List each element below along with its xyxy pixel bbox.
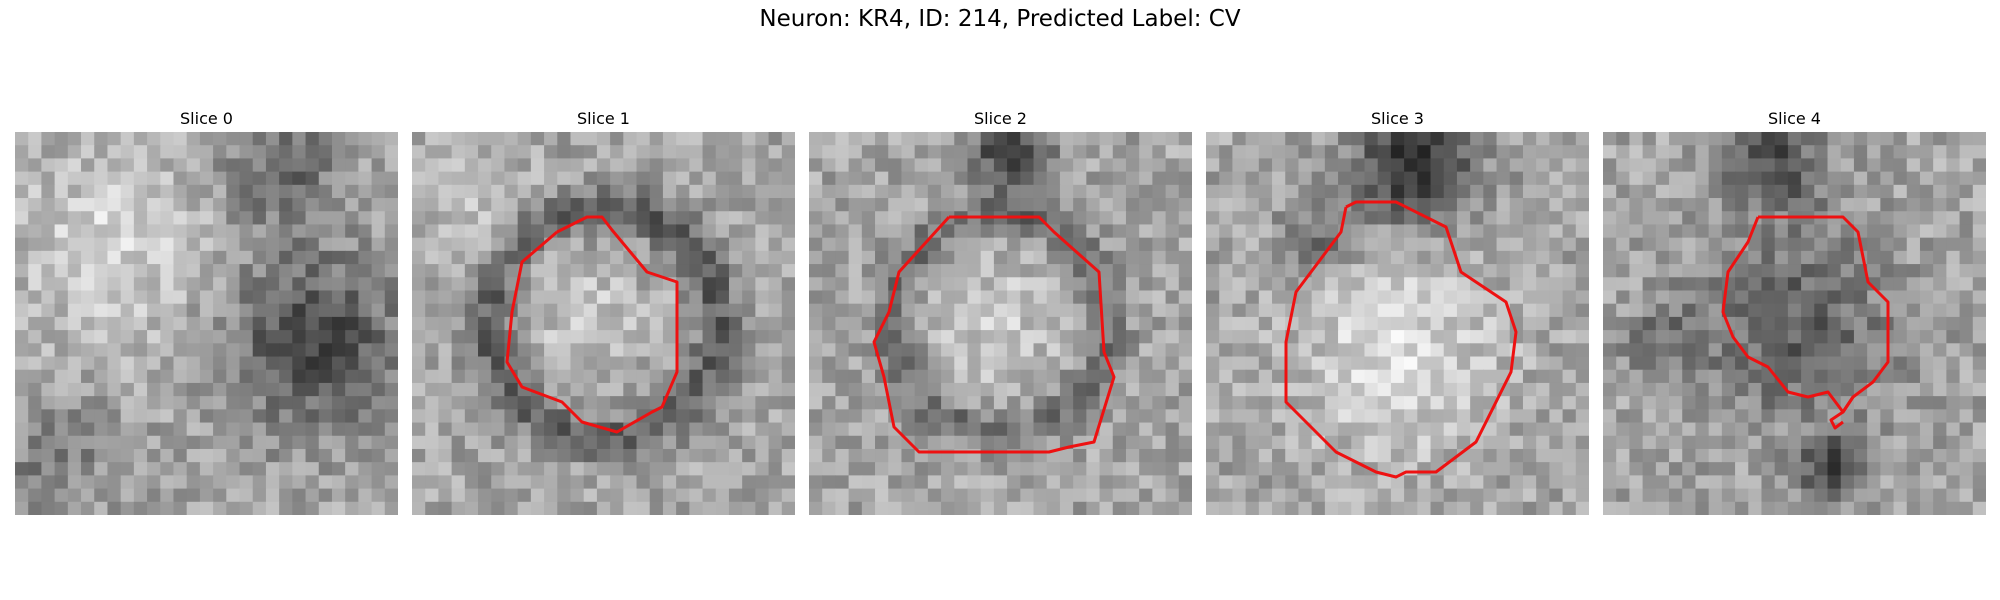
slice-image	[15, 132, 398, 515]
slice-title: Slice 4	[1768, 109, 1821, 128]
segmentation-contour	[872, 215, 1116, 454]
slice-panel-2: Slice 2	[809, 108, 1192, 515]
slice-image	[412, 132, 795, 515]
segmentation-contour	[505, 215, 679, 434]
slice-image	[809, 132, 1192, 515]
slice-image	[1603, 132, 1986, 515]
segmentation-contour-fragment	[1829, 396, 1855, 430]
segmentation-contour	[1284, 200, 1518, 479]
slice-panel-1: Slice 1	[412, 108, 795, 515]
slice-title: Slice 0	[180, 109, 233, 128]
slice-image	[1206, 132, 1589, 515]
figure-title: Neuron: KR4, ID: 214, Predicted Label: C…	[759, 6, 1241, 32]
segmentation-contour	[1721, 215, 1890, 414]
slice-title: Slice 3	[1371, 109, 1424, 128]
slice-panel-3: Slice 3	[1206, 108, 1589, 515]
slice-panel-4: Slice 4	[1603, 108, 1986, 515]
slice-panel-0: Slice 0	[15, 108, 398, 515]
slice-title: Slice 1	[577, 109, 630, 128]
slice-title: Slice 2	[974, 109, 1027, 128]
